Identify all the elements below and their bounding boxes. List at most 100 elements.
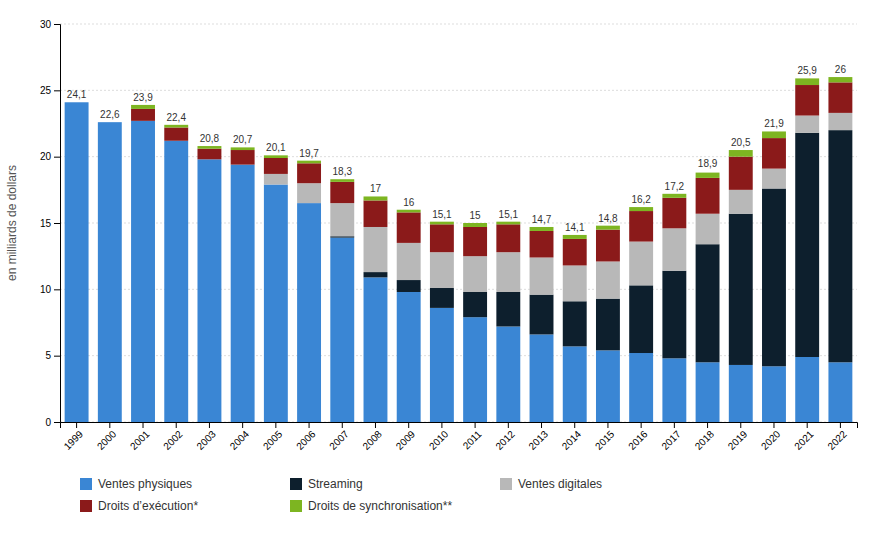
bar-segment	[330, 179, 354, 182]
bar-segment	[430, 222, 454, 225]
legend-item: Droits d’exécution*	[80, 499, 198, 513]
x-tick-mark	[607, 422, 608, 428]
x-tick-label: 2001	[128, 428, 152, 452]
total-labels: 24,122,623,922,420,820,720,119,718,31716…	[67, 64, 847, 233]
bar-segment	[131, 109, 155, 121]
y-tick-label: 0	[45, 417, 51, 428]
bar-segment	[463, 256, 487, 292]
total-label: 26	[835, 64, 847, 75]
x-tick-mark	[740, 422, 741, 428]
legend-swatch	[80, 500, 92, 512]
bar-segment	[264, 174, 288, 185]
x-tick: 2010	[427, 422, 451, 452]
x-tick-mark	[441, 422, 442, 428]
total-label: 20,5	[731, 137, 751, 148]
y-axis: 051015202530	[40, 19, 61, 428]
bar-segment	[563, 265, 587, 301]
bar-segment	[828, 82, 852, 113]
total-label: 18,3	[333, 166, 353, 177]
x-tick: 1999	[62, 422, 86, 452]
bar-segment	[629, 353, 653, 422]
bar-segment	[762, 169, 786, 189]
x-tick-label: 2014	[560, 428, 584, 452]
x-tick-mark	[275, 422, 276, 428]
grid-line	[60, 90, 857, 91]
x-tick: 2008	[360, 422, 384, 452]
bar-segment	[297, 161, 321, 164]
total-label: 20,7	[233, 134, 253, 145]
x-tick-label: 2019	[726, 428, 750, 452]
y-tick-label: 30	[40, 19, 52, 30]
y-tick-label: 20	[40, 151, 52, 162]
bar-segment	[131, 121, 155, 422]
x-tick-label: 2003	[194, 428, 218, 452]
series	[330, 130, 852, 366]
x-tick: 2020	[759, 422, 783, 452]
bar-segment	[98, 122, 122, 123]
x-tick: 2019	[726, 422, 750, 452]
x-tick-mark	[475, 422, 476, 428]
bar-segment	[762, 131, 786, 138]
bar-segment	[696, 214, 720, 245]
total-label: 14,1	[565, 222, 585, 233]
x-tick: 2005	[261, 422, 285, 452]
bar-segment	[65, 102, 89, 103]
bar-segment	[397, 280, 421, 292]
x-tick: 2000	[95, 422, 119, 452]
bar-segment	[463, 292, 487, 317]
y-tick: 15	[40, 218, 60, 229]
bar-segment	[231, 165, 255, 422]
total-label: 25,9	[797, 65, 817, 76]
total-label: 24,1	[67, 89, 87, 100]
legend-item: Ventes digitales	[500, 477, 602, 491]
y-tick: 30	[40, 19, 60, 30]
bar-segment	[297, 183, 321, 203]
series	[65, 102, 853, 422]
x-tick-mark	[773, 422, 774, 428]
x-tick: 2001	[128, 422, 152, 452]
bar-segment	[596, 299, 620, 351]
bar-segment	[297, 203, 321, 422]
bar-segment	[65, 102, 89, 103]
bar-segment	[297, 163, 321, 183]
y-tick: 5	[45, 350, 60, 361]
bar-segment	[795, 357, 819, 422]
bar-segment	[696, 178, 720, 214]
x-tick-mark	[807, 422, 808, 428]
bar-segment	[596, 350, 620, 422]
bar-segment	[530, 231, 554, 258]
bar-segment	[762, 189, 786, 367]
bar-segment	[795, 133, 819, 357]
bar-segment	[596, 230, 620, 262]
axis-line	[61, 423, 858, 429]
total-label: 17	[370, 183, 382, 194]
total-label: 21,9	[764, 118, 784, 129]
x-tick: 2011	[461, 422, 484, 451]
x-tick: 2007	[327, 422, 351, 452]
bar-segment	[496, 292, 520, 326]
x-tick-label: 2007	[327, 428, 351, 452]
x-tick-mark	[508, 422, 509, 428]
bar-segment	[596, 226, 620, 230]
total-label: 22,4	[166, 112, 186, 123]
x-tick-mark	[309, 422, 310, 428]
bar-segment	[762, 138, 786, 169]
bar-segment	[98, 122, 122, 123]
bar-segment	[264, 158, 288, 174]
legend-label: Ventes digitales	[518, 477, 602, 491]
series	[131, 82, 852, 265]
bar-segment	[496, 326, 520, 422]
total-label: 15,1	[499, 209, 519, 220]
x-tick: 2015	[593, 422, 617, 452]
bar-segment	[530, 295, 554, 335]
y-tick: 0	[45, 417, 60, 428]
x-tick-mark	[408, 422, 409, 428]
bar-segment	[629, 207, 653, 211]
y-tick-mark	[54, 24, 60, 25]
bar-segment	[98, 122, 122, 123]
x-tick-mark	[641, 422, 642, 428]
legend-item: Ventes physiques	[80, 477, 192, 491]
bar-segment	[563, 235, 587, 239]
bar-segment	[530, 257, 554, 294]
bar-segment	[197, 146, 221, 149]
